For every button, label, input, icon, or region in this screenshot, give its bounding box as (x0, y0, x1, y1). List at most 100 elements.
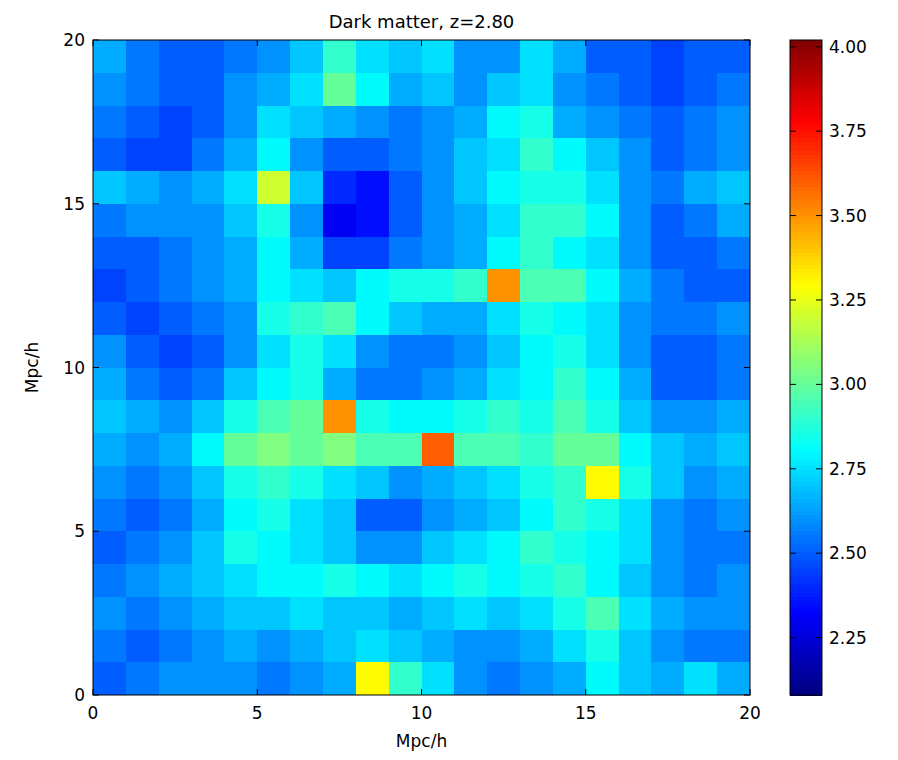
heatmap-cell (356, 171, 389, 204)
y-tick-right (744, 531, 750, 532)
heatmap-cell (651, 531, 684, 564)
heatmap-cell (553, 40, 586, 73)
heatmap-cell (323, 335, 356, 368)
heatmap-cell (520, 237, 553, 270)
heatmap-cell (257, 630, 290, 663)
heatmap-cell (553, 499, 586, 532)
heatmap-cell (684, 73, 717, 106)
heatmap-cell (619, 662, 652, 695)
colorbar-tick (816, 299, 822, 300)
heatmap-cell (257, 73, 290, 106)
heatmap-cell (553, 433, 586, 466)
heatmap-cell (159, 400, 192, 433)
x-tick-top (421, 40, 422, 46)
y-tick-label: 15 (63, 194, 85, 214)
heatmap-cell (224, 630, 257, 663)
heatmap-cell (126, 531, 159, 564)
colorbar-tick (816, 468, 822, 469)
heatmap-cell (126, 564, 159, 597)
x-tick-top (93, 40, 94, 46)
heatmap-cell (422, 302, 455, 335)
heatmap-cell (553, 466, 586, 499)
heatmap-cell (422, 40, 455, 73)
colorbar (790, 40, 822, 696)
y-tick (93, 531, 99, 532)
heatmap-cell (356, 73, 389, 106)
heatmap-cell (224, 138, 257, 171)
heatmap-cell (290, 466, 323, 499)
heatmap-cell (717, 237, 750, 270)
heatmap-cell (619, 106, 652, 139)
chart: 0510152005101520Dark matter, z=2.80Mpc/h… (0, 0, 898, 760)
heatmap-cell (422, 171, 455, 204)
heatmap-cell (487, 499, 520, 532)
heatmap-cell (586, 368, 619, 401)
heatmap-cell (192, 106, 225, 139)
heatmap-cell (126, 597, 159, 630)
heatmap-cell (192, 597, 225, 630)
heatmap-cell (356, 368, 389, 401)
colorbar-tick (816, 553, 822, 554)
heatmap-cell (717, 466, 750, 499)
heatmap-cell (257, 597, 290, 630)
heatmap-cell (192, 466, 225, 499)
heatmap-cell (192, 564, 225, 597)
heatmap-cell (717, 335, 750, 368)
x-tick-top (257, 40, 258, 46)
heatmap-cell (126, 73, 159, 106)
heatmap-cell (224, 400, 257, 433)
heatmap-cell (619, 597, 652, 630)
heatmap-cell (257, 204, 290, 237)
heatmap-cell (684, 564, 717, 597)
heatmap-cell (586, 564, 619, 597)
heatmap-cell (651, 269, 684, 302)
heatmap-cell (192, 531, 225, 564)
heatmap-cell (520, 368, 553, 401)
heatmap-cell (159, 302, 192, 335)
heatmap-cell (93, 106, 126, 139)
heatmap-cell (257, 564, 290, 597)
heatmap-cell (356, 237, 389, 270)
heatmap-cell (553, 564, 586, 597)
heatmap-cell (389, 269, 422, 302)
heatmap-cell (651, 630, 684, 663)
x-tick-top (750, 40, 751, 46)
heatmap-cell (93, 630, 126, 663)
heatmap-cell (356, 564, 389, 597)
y-tick (93, 695, 99, 696)
heatmap-cell (651, 466, 684, 499)
heatmap-cell (487, 597, 520, 630)
heatmap-cell (586, 499, 619, 532)
heatmap-cell (323, 499, 356, 532)
colorbar-tick-label: 3.25 (829, 290, 867, 310)
heatmap-cell (651, 106, 684, 139)
heatmap-cell (290, 597, 323, 630)
heatmap-cell (93, 73, 126, 106)
heatmap-cell (586, 204, 619, 237)
heatmap-cell (126, 466, 159, 499)
heatmap-cell (684, 335, 717, 368)
heatmap-cell (619, 204, 652, 237)
heatmap-cell (290, 106, 323, 139)
heatmap-cell (422, 138, 455, 171)
heatmap-cell (454, 269, 487, 302)
heatmap-cell (520, 106, 553, 139)
heatmap-cell (257, 106, 290, 139)
heatmap-cell (93, 40, 126, 73)
heatmap-cell (553, 237, 586, 270)
heatmap-cell (192, 204, 225, 237)
heatmap-cell (684, 499, 717, 532)
heatmap-cell (619, 400, 652, 433)
heatmap-cell (684, 630, 717, 663)
colorbar-tick (816, 131, 822, 132)
heatmap-cell (323, 138, 356, 171)
heatmap-cell (389, 531, 422, 564)
heatmap-cell (553, 400, 586, 433)
heatmap-cell (717, 269, 750, 302)
heatmap-cell (454, 662, 487, 695)
heatmap-cell (192, 302, 225, 335)
heatmap-cell (257, 499, 290, 532)
heatmap-cell (224, 40, 257, 73)
heatmap-cell (356, 466, 389, 499)
heatmap-cell (684, 138, 717, 171)
